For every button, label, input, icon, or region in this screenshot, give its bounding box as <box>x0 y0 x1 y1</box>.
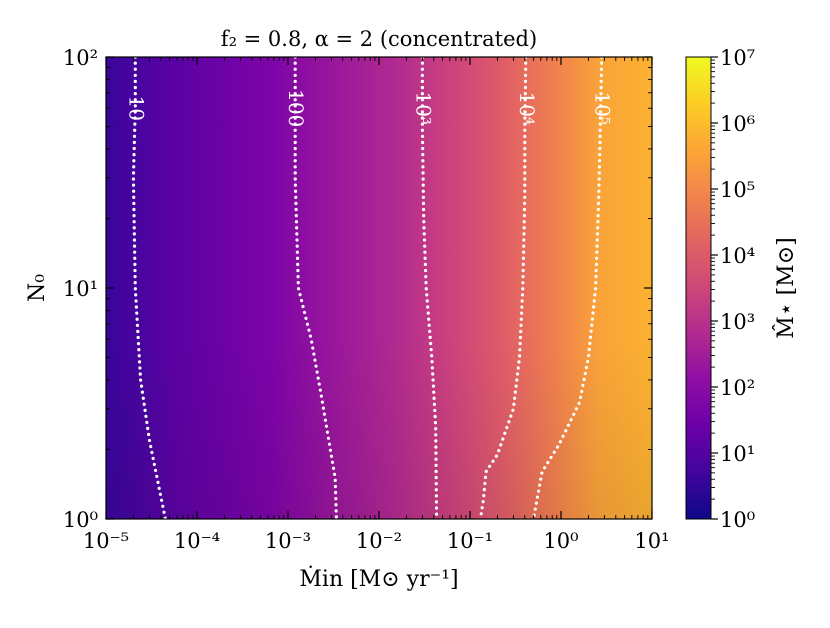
contour-line-1 <box>293 57 338 519</box>
colorbar-tick-label-3: 10³ <box>720 310 755 334</box>
contour-line-4 <box>531 57 604 519</box>
contour-label-2: 10³ <box>411 91 435 124</box>
colorbar-tick-label-6: 10⁶ <box>720 112 755 136</box>
contour-line-0 <box>131 57 167 519</box>
x-axis: 10⁻⁵ 10⁻⁴ 10⁻³ 10⁻² 10⁻¹ 10⁰ 10¹ <box>83 57 670 553</box>
contour-label-4: 10⁵ <box>591 91 615 124</box>
x-tick-label-6: 10¹ <box>634 529 669 553</box>
y-axis-title: N₀ <box>25 274 50 302</box>
x-tick-label-0: 10⁻⁵ <box>83 529 129 553</box>
x-tick-label-5: 10⁰ <box>543 529 578 553</box>
chart-title: f₂ = 0.8, α = 2 (concentrated) <box>221 27 537 51</box>
contour-lines: 10 100 10³ 10⁴ 10⁵ <box>124 57 615 519</box>
x-tick-label-4: 10⁻¹ <box>447 529 493 553</box>
heatmap-shade <box>106 57 652 519</box>
plot-area: 10 100 10³ 10⁴ 10⁵ <box>105 56 653 520</box>
x-tick-label-3: 10⁻² <box>356 529 402 553</box>
contour-label-0: 10 <box>124 95 148 120</box>
colorbar-tick-label-0: 10⁰ <box>720 508 755 532</box>
x-axis-title: Ṁin [M⊙ yr⁻¹] <box>299 565 458 592</box>
y-axis: 10⁰ 10¹ 10² <box>63 46 652 532</box>
colorbar-tick-label-5: 10⁵ <box>720 178 755 202</box>
colorbar: 10⁰ 10¹ 10² 10³ 10⁴ 10⁵ 10⁶ 10⁷ M̂⋆ [M⊙] <box>685 46 799 532</box>
y-tick-label-2: 10² <box>63 46 98 70</box>
colorbar-tick-label-1: 10¹ <box>720 442 755 466</box>
y-tick-label-1: 10¹ <box>63 277 98 301</box>
colorbar-tick-label-4: 10⁴ <box>720 244 755 268</box>
x-tick-label-1: 10⁻⁴ <box>174 529 220 553</box>
contour-line-2 <box>420 57 439 519</box>
colorbar-tick-label-7: 10⁷ <box>720 46 755 70</box>
x-tick-label-2: 10⁻³ <box>265 529 311 553</box>
colorbar-ticks: 10⁰ 10¹ 10² 10³ 10⁴ 10⁵ 10⁶ 10⁷ <box>711 46 755 532</box>
contour-label-1: 100 <box>284 89 308 127</box>
contour-line-3 <box>478 57 528 519</box>
colorbar-tick-label-2: 10² <box>720 376 755 400</box>
colorbar-title: M̂⋆ [M⊙] <box>773 237 799 338</box>
y-tick-label-0: 10⁰ <box>63 508 98 532</box>
colorbar-gradient-bar <box>685 56 712 520</box>
contour-label-3: 10⁴ <box>515 91 539 124</box>
